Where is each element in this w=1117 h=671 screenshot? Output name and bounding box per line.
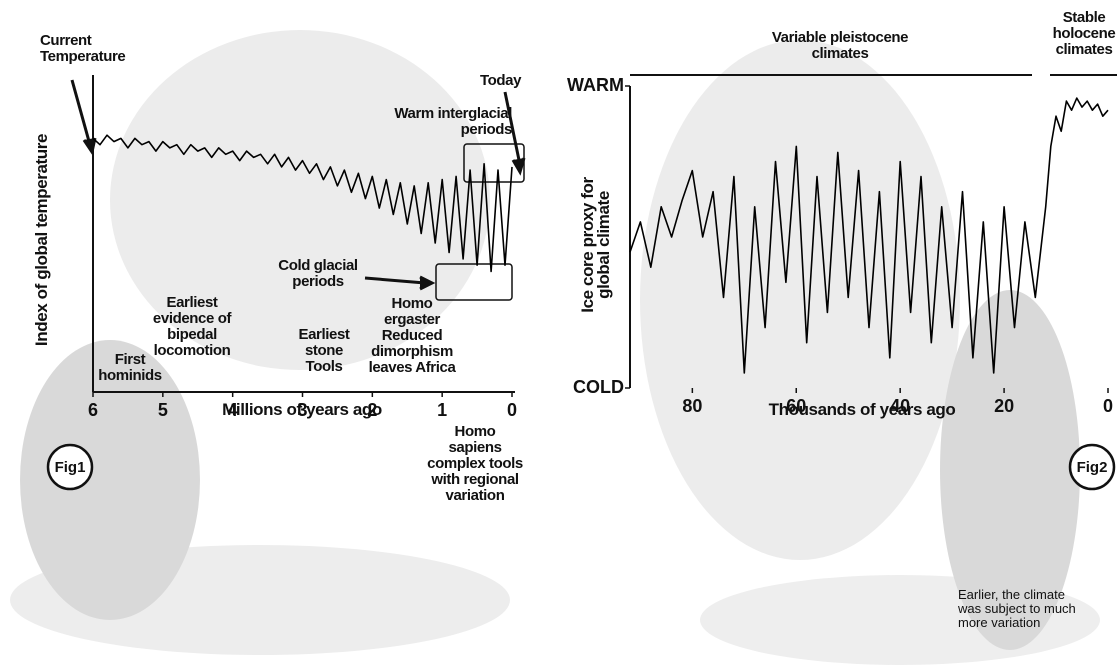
figure-label: Fig2 — [1077, 459, 1108, 476]
x-tick-label: 5 — [158, 400, 168, 420]
x-tick-label: 0 — [507, 400, 517, 420]
x-tick-label: 80 — [682, 396, 702, 416]
annotation: Today — [480, 73, 521, 89]
annotation: Cold glacial periods — [278, 258, 357, 290]
annotation: Variable pleistocene climates — [772, 30, 908, 62]
y-axis-label: Index of global temperature — [34, 134, 50, 346]
y-tick-label: WARM — [567, 75, 624, 95]
x-axis-label: Thousands of years ago — [769, 402, 956, 418]
annotation: Current Temperature — [40, 33, 125, 65]
x-tick-label: 20 — [994, 396, 1014, 416]
x-tick-label: 0 — [1103, 396, 1113, 416]
x-axis-label: Millions of years ago — [222, 402, 382, 418]
page: 6543210Fig1806040200WARMCOLDFig2 Million… — [0, 0, 1117, 671]
annotation: Earliest evidence of bipedal locomotion — [153, 295, 231, 359]
annotation: Homo ergaster Reduced dimorphism leaves … — [369, 296, 456, 376]
y-tick-label: COLD — [573, 377, 624, 397]
x-tick-label: 6 — [88, 400, 98, 420]
annotation: Warm interglacial periods — [394, 106, 512, 138]
annotation: Earlier, the climate was subject to much… — [958, 588, 1076, 630]
figure-label: Fig1 — [55, 459, 86, 476]
annotation: First hominids — [98, 352, 161, 384]
annotation: Stable holocene climates — [1053, 10, 1116, 58]
y-axis-label: Ice core proxy for global climate — [580, 177, 612, 312]
annotation: Homo sapiens complex tools with regional… — [427, 424, 523, 504]
annotation: Earliest stone Tools — [299, 327, 350, 375]
x-tick-label: 1 — [437, 400, 447, 420]
